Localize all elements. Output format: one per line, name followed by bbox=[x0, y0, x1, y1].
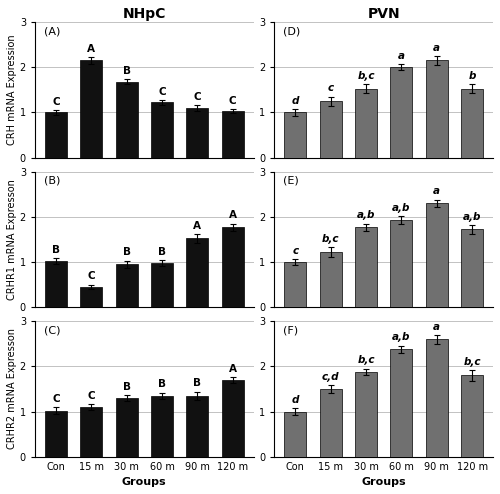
Text: a,b: a,b bbox=[392, 332, 410, 342]
Text: a: a bbox=[398, 51, 405, 61]
Bar bbox=[151, 102, 173, 158]
Y-axis label: CRHR2 mRNA Expresson: CRHR2 mRNA Expresson bbox=[7, 329, 17, 450]
Text: C: C bbox=[52, 97, 60, 107]
Bar bbox=[116, 264, 138, 307]
Bar bbox=[355, 372, 377, 456]
Text: b,c: b,c bbox=[358, 71, 375, 81]
Title: PVN: PVN bbox=[368, 7, 400, 21]
Text: a,b: a,b bbox=[357, 210, 376, 220]
Text: B: B bbox=[122, 382, 130, 392]
Text: c: c bbox=[292, 246, 298, 256]
Text: d: d bbox=[292, 96, 299, 106]
Bar bbox=[186, 108, 208, 158]
Y-axis label: CRH mRNA Expression: CRH mRNA Expression bbox=[7, 35, 17, 145]
Bar bbox=[45, 411, 67, 456]
Bar bbox=[45, 261, 67, 307]
Bar bbox=[284, 412, 306, 456]
Bar bbox=[320, 101, 342, 158]
Text: (E): (E) bbox=[283, 176, 299, 186]
Bar bbox=[80, 60, 102, 158]
Bar bbox=[461, 89, 483, 158]
Bar bbox=[116, 398, 138, 456]
Text: C: C bbox=[88, 391, 95, 401]
Text: (F): (F) bbox=[283, 326, 298, 335]
Text: b: b bbox=[468, 71, 476, 81]
Bar bbox=[320, 389, 342, 456]
Text: (A): (A) bbox=[44, 26, 60, 36]
Bar bbox=[222, 227, 244, 307]
Bar bbox=[390, 220, 412, 307]
Bar bbox=[426, 339, 448, 456]
Text: (B): (B) bbox=[44, 176, 60, 186]
Bar bbox=[222, 380, 244, 456]
Bar bbox=[116, 82, 138, 158]
Text: a: a bbox=[434, 43, 440, 53]
Bar bbox=[80, 407, 102, 456]
Text: a: a bbox=[434, 322, 440, 331]
Text: B: B bbox=[194, 378, 202, 388]
Title: NHpC: NHpC bbox=[122, 7, 166, 21]
Text: B: B bbox=[122, 247, 130, 257]
Y-axis label: CRHR1 mRNA Expresson: CRHR1 mRNA Expresson bbox=[7, 179, 17, 300]
Text: (C): (C) bbox=[44, 326, 60, 335]
Text: C: C bbox=[194, 92, 201, 102]
Bar bbox=[186, 396, 208, 456]
Text: A: A bbox=[228, 364, 236, 373]
Bar bbox=[320, 252, 342, 307]
Bar bbox=[355, 227, 377, 307]
Text: c,d: c,d bbox=[322, 372, 340, 382]
Bar bbox=[222, 111, 244, 158]
Text: b,c: b,c bbox=[464, 357, 481, 367]
Bar bbox=[284, 112, 306, 158]
Bar bbox=[390, 67, 412, 158]
Bar bbox=[284, 262, 306, 307]
Text: A: A bbox=[194, 221, 202, 231]
X-axis label: Groups: Groups bbox=[122, 477, 166, 487]
Text: B: B bbox=[158, 247, 166, 257]
Text: a: a bbox=[434, 187, 440, 197]
Bar bbox=[426, 60, 448, 158]
Bar bbox=[390, 349, 412, 456]
Text: C: C bbox=[229, 96, 236, 106]
Text: C: C bbox=[158, 86, 166, 97]
Text: C: C bbox=[88, 271, 95, 282]
Text: a,b: a,b bbox=[392, 203, 410, 213]
Text: b,c: b,c bbox=[322, 234, 340, 245]
Text: B: B bbox=[158, 379, 166, 389]
Text: (D): (D) bbox=[283, 26, 300, 36]
Bar bbox=[461, 375, 483, 456]
Bar bbox=[80, 287, 102, 307]
Bar bbox=[151, 263, 173, 307]
Text: A: A bbox=[228, 210, 236, 220]
Bar bbox=[186, 239, 208, 307]
Bar bbox=[151, 396, 173, 456]
Text: d: d bbox=[292, 395, 299, 405]
Text: c: c bbox=[328, 83, 334, 93]
Text: B: B bbox=[122, 66, 130, 76]
Bar bbox=[355, 89, 377, 158]
Bar bbox=[461, 229, 483, 307]
Bar bbox=[45, 112, 67, 158]
X-axis label: Groups: Groups bbox=[362, 477, 406, 487]
Text: C: C bbox=[52, 394, 60, 404]
Bar bbox=[426, 203, 448, 307]
Text: a,b: a,b bbox=[463, 212, 481, 222]
Text: b,c: b,c bbox=[358, 356, 375, 366]
Text: A: A bbox=[88, 44, 96, 54]
Text: B: B bbox=[52, 245, 60, 255]
